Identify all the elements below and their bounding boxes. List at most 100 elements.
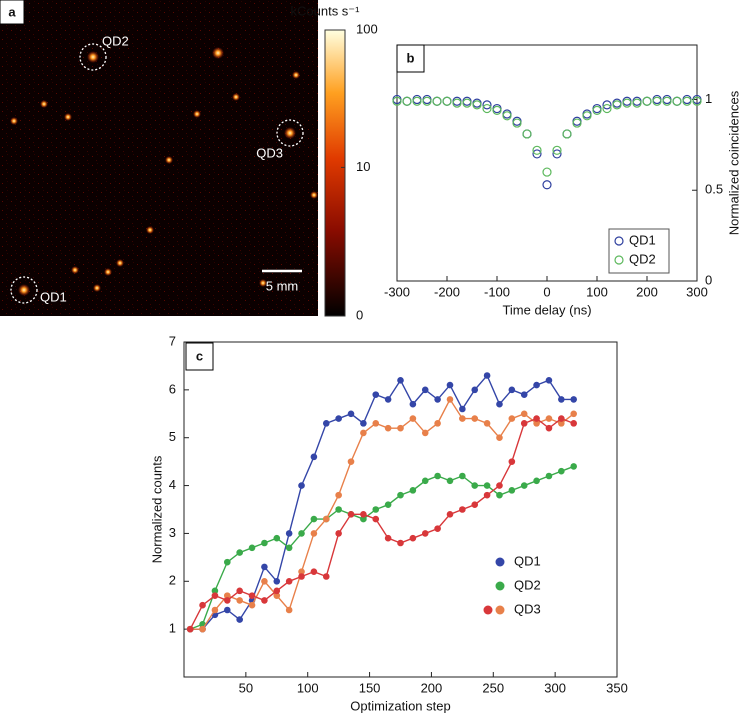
data-point bbox=[496, 434, 503, 442]
data-point bbox=[652, 96, 662, 106]
data-point bbox=[236, 597, 243, 604]
emitter-spot bbox=[212, 47, 224, 59]
legend-label: QD2 bbox=[514, 577, 541, 592]
panel-label: b bbox=[407, 50, 415, 65]
emitter-spot bbox=[18, 284, 30, 296]
colorbar bbox=[324, 29, 346, 317]
x-tick-label: -100 bbox=[484, 284, 510, 299]
data-point bbox=[545, 415, 553, 422]
emitter-spot bbox=[93, 284, 101, 292]
data-point bbox=[261, 539, 268, 547]
data-point bbox=[483, 491, 491, 499]
x-tick-label: 350 bbox=[606, 680, 628, 695]
qd-label: QD3 bbox=[256, 145, 283, 160]
data-point bbox=[347, 510, 355, 518]
data-point bbox=[622, 98, 632, 108]
data-point bbox=[409, 487, 417, 494]
y-tick-label: 0.5 bbox=[705, 182, 723, 197]
data-point bbox=[512, 118, 522, 128]
emitter-spot bbox=[87, 51, 99, 63]
data-point bbox=[261, 563, 268, 571]
data-point bbox=[248, 544, 256, 552]
data-point bbox=[508, 487, 516, 494]
emitter-spot bbox=[292, 71, 300, 79]
data-point bbox=[372, 420, 380, 427]
data-point bbox=[520, 482, 528, 489]
y-axis-label: Normalized coincidences bbox=[726, 90, 741, 235]
data-point bbox=[310, 515, 318, 523]
data-point bbox=[472, 98, 482, 108]
x-tick-label: 100 bbox=[297, 680, 319, 695]
data-point bbox=[372, 391, 380, 398]
legend-label: QD1 bbox=[629, 232, 656, 247]
data-point bbox=[199, 601, 206, 609]
data-point bbox=[572, 116, 582, 126]
data-point bbox=[224, 597, 231, 604]
data-point bbox=[533, 415, 540, 422]
data-point bbox=[421, 386, 429, 394]
data-point bbox=[421, 530, 429, 537]
data-point bbox=[446, 396, 454, 403]
data-point bbox=[662, 96, 672, 106]
series-line bbox=[189, 417, 574, 630]
data-point bbox=[211, 606, 219, 614]
data-point bbox=[421, 477, 429, 485]
data-point bbox=[298, 568, 305, 576]
data-point bbox=[582, 109, 592, 119]
data-point bbox=[459, 506, 466, 513]
data-point bbox=[285, 530, 293, 537]
legend-marker bbox=[495, 557, 505, 567]
emitter-spot bbox=[40, 100, 48, 108]
x-tick-label: -200 bbox=[434, 284, 460, 299]
qd-marker bbox=[79, 43, 107, 71]
data-point bbox=[409, 415, 417, 422]
data-point bbox=[471, 482, 479, 489]
emitter-spot bbox=[146, 226, 154, 234]
data-point bbox=[452, 96, 462, 106]
data-point bbox=[612, 98, 622, 108]
data-point bbox=[384, 396, 392, 403]
data-point bbox=[462, 98, 472, 108]
x-tick-label: 150 bbox=[359, 680, 381, 695]
data-point bbox=[496, 491, 503, 499]
data-point bbox=[434, 396, 441, 403]
data-point bbox=[502, 111, 512, 121]
y-tick-label: 5 bbox=[169, 429, 176, 444]
panel-label-box bbox=[396, 44, 425, 73]
data-point bbox=[572, 118, 582, 128]
data-point bbox=[542, 167, 552, 177]
colorbar-tick-label: 100 bbox=[356, 21, 378, 36]
data-point bbox=[533, 477, 540, 485]
panel-c: 50 100 150 200 250 300 350 1 2 3 4 5 6 7 Optimization … bbox=[149, 333, 627, 713]
panel-label-box bbox=[185, 342, 214, 371]
data-point bbox=[496, 400, 503, 408]
data-point bbox=[692, 96, 702, 106]
qd-label: QD1 bbox=[40, 289, 67, 304]
emitter-spot bbox=[104, 268, 112, 276]
data-point bbox=[236, 549, 243, 556]
data-point bbox=[273, 577, 281, 585]
data-point bbox=[446, 381, 454, 389]
data-point bbox=[372, 506, 380, 513]
emitter-spot bbox=[165, 156, 173, 164]
data-point bbox=[682, 94, 692, 105]
emitter-spot bbox=[64, 113, 72, 121]
data-point bbox=[442, 96, 452, 106]
data-point bbox=[552, 145, 562, 155]
emitter-spot bbox=[10, 117, 18, 125]
data-point bbox=[335, 530, 342, 537]
legend-label: QD1 bbox=[514, 553, 541, 568]
data-point bbox=[482, 103, 492, 114]
legend bbox=[608, 228, 670, 274]
data-point bbox=[310, 568, 318, 576]
qd-label: QD2 bbox=[102, 33, 129, 48]
emitter-spot bbox=[284, 127, 296, 139]
legend-label: QD3 bbox=[514, 601, 541, 616]
y-tick-label: 1 bbox=[169, 621, 176, 636]
data-point bbox=[211, 592, 219, 599]
data-point bbox=[471, 415, 479, 422]
colorbar-tick-label: 10 bbox=[356, 159, 370, 174]
data-point bbox=[471, 386, 479, 394]
data-point bbox=[533, 381, 540, 389]
x-tick-label: 300 bbox=[686, 284, 708, 299]
